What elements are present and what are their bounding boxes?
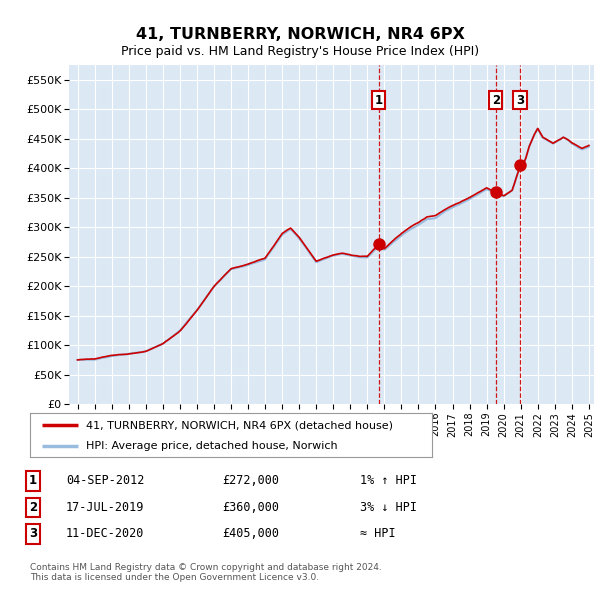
Text: HPI: Average price, detached house, Norwich: HPI: Average price, detached house, Norw…	[86, 441, 338, 451]
Text: 3: 3	[29, 527, 37, 540]
Text: 1: 1	[29, 474, 37, 487]
Text: 2: 2	[29, 501, 37, 514]
Text: 11-DEC-2020: 11-DEC-2020	[66, 527, 145, 540]
Text: 17-JUL-2019: 17-JUL-2019	[66, 501, 145, 514]
Text: 2: 2	[492, 94, 500, 107]
Text: £405,000: £405,000	[222, 527, 279, 540]
Text: Contains HM Land Registry data © Crown copyright and database right 2024.
This d: Contains HM Land Registry data © Crown c…	[30, 563, 382, 582]
Text: £360,000: £360,000	[222, 501, 279, 514]
Text: Price paid vs. HM Land Registry's House Price Index (HPI): Price paid vs. HM Land Registry's House …	[121, 45, 479, 58]
Text: 41, TURNBERRY, NORWICH, NR4 6PX (detached house): 41, TURNBERRY, NORWICH, NR4 6PX (detache…	[86, 421, 393, 430]
Text: 3: 3	[516, 94, 524, 107]
Text: 41, TURNBERRY, NORWICH, NR4 6PX: 41, TURNBERRY, NORWICH, NR4 6PX	[136, 27, 464, 42]
Text: 3% ↓ HPI: 3% ↓ HPI	[360, 501, 417, 514]
Text: 1: 1	[374, 94, 383, 107]
Text: ≈ HPI: ≈ HPI	[360, 527, 395, 540]
Text: 04-SEP-2012: 04-SEP-2012	[66, 474, 145, 487]
Text: £272,000: £272,000	[222, 474, 279, 487]
Text: 1% ↑ HPI: 1% ↑ HPI	[360, 474, 417, 487]
